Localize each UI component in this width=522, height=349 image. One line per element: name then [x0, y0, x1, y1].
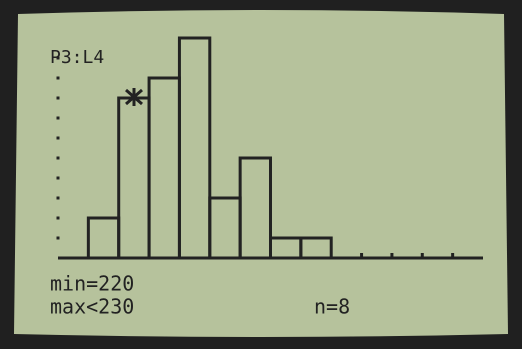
y-tick-mark	[57, 97, 60, 100]
trace-n: n=8	[314, 295, 350, 319]
y-tick-mark	[57, 217, 60, 220]
y-tick-mark	[57, 137, 60, 140]
y-tick-mark	[57, 177, 60, 180]
y-tick-mark	[57, 77, 60, 80]
y-tick-mark	[57, 57, 60, 60]
y-tick-mark	[57, 197, 60, 200]
calculator-screenshot: P3:L4 min=220 max<230 n=8	[0, 0, 522, 349]
trace-min: min=220	[50, 272, 134, 296]
y-tick-mark	[57, 117, 60, 120]
trace-max: max<230	[50, 295, 134, 319]
y-tick-mark	[57, 157, 60, 160]
y-tick-mark	[57, 237, 60, 240]
